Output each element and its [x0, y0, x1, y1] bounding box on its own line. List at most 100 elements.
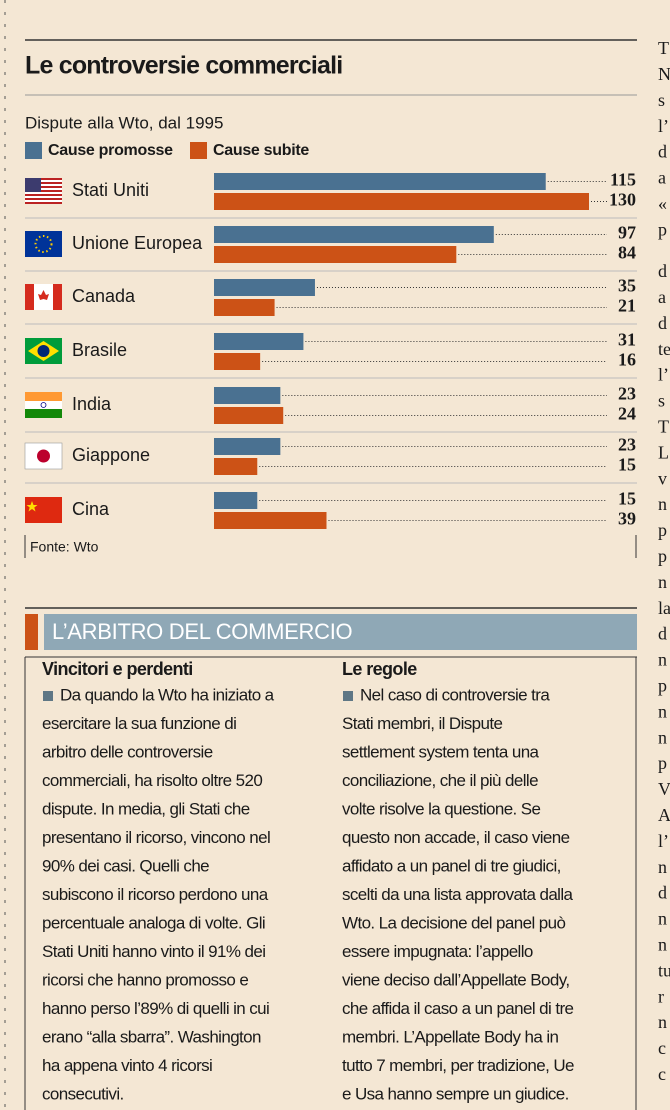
bar: [214, 438, 281, 455]
side-text: d: [658, 883, 667, 903]
side-text: n: [658, 857, 667, 877]
side-text: n: [658, 701, 667, 721]
side-text: tu: [658, 960, 670, 980]
value-label: 16: [618, 350, 636, 370]
side-text: V: [658, 779, 670, 799]
category-label: Giappone: [72, 445, 150, 465]
body-line: tutto 7 membri, per tradizione, Ue: [342, 1056, 574, 1075]
value-label: 115: [610, 170, 636, 190]
bar: [214, 492, 258, 509]
body-line: membri. L’Appellate Body ha in: [342, 1027, 559, 1046]
category-label: Brasile: [72, 340, 127, 360]
category-label: Canada: [72, 286, 136, 306]
flag-cn: [25, 497, 62, 523]
legend-swatch: [25, 142, 42, 159]
flag-in: [25, 392, 62, 418]
side-text: s: [658, 90, 665, 110]
body-line: Stati Uniti hanno vinto il 91% dei: [42, 942, 265, 961]
side-text: n: [658, 935, 667, 955]
bar: [214, 387, 281, 404]
value-label: 21: [618, 296, 636, 316]
side-text: l’: [658, 831, 669, 851]
body-line: ricorsi che hanno promosso e: [42, 970, 248, 989]
body-line: che affida il caso a un panel di tre: [342, 999, 574, 1018]
legend-label: Cause promosse: [48, 142, 173, 159]
body-line: erano “alla sbarra”. Washington: [42, 1027, 261, 1046]
body-line: viene deciso dall’Appellate Body,: [342, 970, 570, 989]
side-text: n: [658, 572, 667, 592]
body-line: Wto. La decisione del panel può: [342, 913, 565, 932]
side-text: a: [658, 287, 666, 307]
column-heading: Vincitori e perdenti: [42, 659, 193, 679]
body-line: scelti da una lista approvata dalla: [342, 885, 574, 904]
body-line: subiscono il ricorso perdono una: [42, 885, 269, 904]
flag-jp: [24, 442, 63, 470]
category-label: Cina: [72, 499, 110, 519]
body-line: consecutivi.: [42, 1084, 124, 1103]
legend-swatch: [190, 142, 207, 159]
side-text: p: [658, 520, 667, 540]
body-line: Nel caso di controversie tra: [360, 685, 550, 704]
bar: [214, 407, 284, 424]
side-text: n: [658, 494, 667, 514]
value-label: 24: [618, 404, 636, 424]
side-text: c: [658, 1038, 666, 1058]
bar: [214, 193, 589, 210]
side-text: c: [658, 1064, 666, 1084]
category-label: Unione Europea: [72, 233, 203, 253]
side-text: T: [658, 417, 669, 437]
chart-subtitle: Dispute alla Wto, dal 1995: [25, 113, 223, 132]
value-label: 84: [618, 243, 636, 263]
body-line: questo non accade, il caso viene: [342, 828, 570, 847]
side-text: d: [658, 313, 667, 333]
bullet: [343, 691, 353, 701]
flag-br: [25, 338, 62, 364]
value-label: 35: [618, 276, 636, 296]
legend-label: Cause subite: [213, 142, 309, 159]
bar: [214, 173, 546, 190]
side-text: v: [658, 468, 667, 488]
bar: [214, 246, 457, 263]
body-line: percentuale analoga di volte. Gli: [42, 913, 265, 932]
side-text: n: [658, 650, 667, 670]
chart-title: Le controversie commerciali: [25, 52, 342, 80]
side-text: d: [658, 142, 667, 162]
category-label: India: [72, 394, 112, 414]
side-text: «: [658, 194, 667, 214]
panel-title: L’ARBITRO DEL COMMERCIO: [52, 619, 353, 644]
bullet: [43, 691, 53, 701]
body-line: 90% dei casi. Quelli che: [42, 856, 209, 875]
side-text: s: [658, 391, 665, 411]
side-text: n: [658, 909, 667, 929]
body-line: dispute. In media, gli Stati che: [42, 799, 250, 818]
body-line: Stati membri, il Dispute: [342, 714, 503, 733]
body-line: ha appena vinto 4 ricorsi: [42, 1056, 212, 1075]
body-line: conciliazione, che il più delle: [342, 771, 538, 790]
flag-ca: [25, 284, 62, 310]
value-label: 15: [618, 455, 636, 475]
side-text: N: [658, 64, 670, 84]
side-text: T: [658, 38, 669, 58]
side-text: te: [658, 339, 670, 359]
bar: [214, 458, 258, 475]
side-text: d: [658, 624, 667, 644]
bar: [214, 512, 327, 529]
side-text: d: [658, 261, 667, 281]
side-text: l’: [658, 116, 669, 136]
body-line: volte risolve la questione. Se: [342, 799, 541, 818]
side-text: l’: [658, 365, 669, 385]
body-line: esercitare la sua funzione di: [42, 714, 236, 733]
bar: [214, 333, 304, 350]
body-line: essere impugnata: l’appello: [342, 942, 533, 961]
source: Fonte: Wto: [30, 539, 99, 555]
body-line: e Usa hanno sempre un giudice.: [342, 1084, 569, 1103]
body-line: presentano il ricorso, vincono nel: [42, 828, 270, 847]
side-text: p: [658, 676, 667, 696]
value-label: 97: [618, 223, 636, 243]
bar: [214, 226, 494, 243]
value-label: 23: [618, 384, 636, 404]
category-label: Stati Uniti: [72, 180, 149, 200]
body-line: hanno perso l’89% di quelli in cui: [42, 999, 269, 1018]
